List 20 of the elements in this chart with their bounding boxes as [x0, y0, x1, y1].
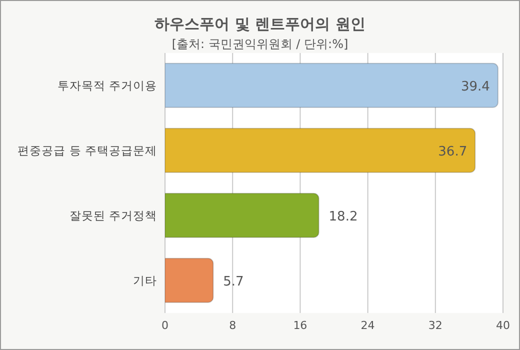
bar: [165, 258, 214, 303]
x-tick-label: 0: [162, 318, 168, 332]
data-label: 5.7: [223, 274, 244, 290]
x-tick-label: 16: [293, 318, 308, 332]
x-tick-label: 40: [496, 318, 510, 332]
x-tick-label: 8: [229, 318, 236, 332]
x-tick-label: 32: [428, 318, 442, 332]
chart-subtitle: [출처: 국민권익위원회 / 단위:%]: [170, 36, 350, 53]
data-label: 39.4: [460, 79, 490, 94]
y-tick-label: 편중공급 등 주택공급문제: [18, 144, 157, 158]
y-tick-label: 투자목적 주거이용: [57, 78, 157, 93]
x-tick-label: 24: [360, 318, 375, 332]
bar: [165, 192, 320, 238]
data-label: 18.2: [328, 209, 358, 224]
bar: [165, 62, 498, 108]
y-tick-label: 기타: [133, 274, 157, 288]
y-tick-label: 잘못된 주거정책: [69, 208, 157, 223]
bar: [165, 128, 476, 173]
data-label: 36.7: [438, 144, 468, 160]
chart-title: 하우스푸어 및 렌트푸어의 원인: [154, 15, 366, 34]
